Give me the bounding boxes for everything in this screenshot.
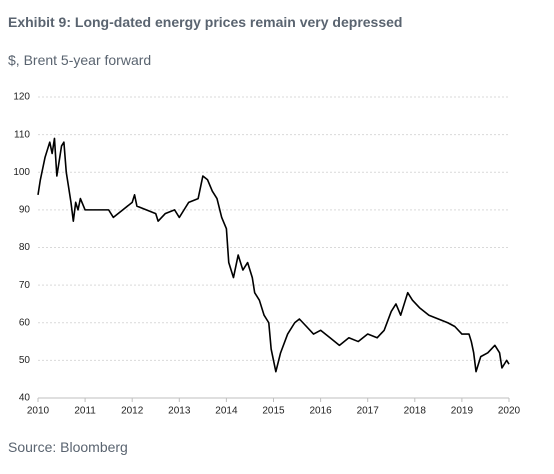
y-tick-label: 120: [13, 92, 30, 103]
x-tick-label: 2012: [121, 406, 144, 417]
x-tick-label: 2020: [498, 406, 521, 417]
chart-title: Exhibit 9: Long-dated energy prices rema…: [8, 14, 402, 30]
y-tick-label: 110: [14, 129, 30, 140]
x-tick-label: 2019: [451, 406, 474, 417]
series-line: [37, 137, 510, 373]
y-tick-label: 100: [13, 167, 30, 178]
y-tick-label: 70: [19, 280, 31, 291]
y-tick-label: 40: [19, 393, 31, 404]
x-tick-label: 2018: [404, 406, 427, 417]
x-tick-label: 2013: [168, 406, 191, 417]
source: Source: Bloomberg: [8, 439, 128, 455]
x-tick-label: 2015: [262, 406, 285, 417]
x-tick-label: 2011: [74, 406, 96, 417]
y-tick-label: 50: [19, 355, 31, 366]
x-tick-label: 2017: [357, 406, 380, 417]
x-tick-label: 2014: [215, 406, 238, 417]
y-tick-label: 60: [19, 317, 31, 328]
y-tick-label: 90: [19, 205, 31, 216]
x-tick-label: 2016: [309, 406, 332, 417]
y-tick-label: 80: [19, 242, 31, 253]
chart-subtitle: $, Brent 5-year forward: [8, 52, 151, 68]
x-tick-label: 2010: [27, 406, 50, 417]
